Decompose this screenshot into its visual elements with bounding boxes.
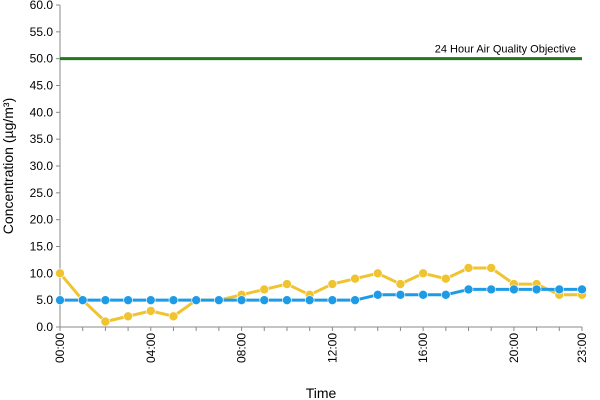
x-tick-label: 20:00 bbox=[507, 333, 521, 363]
series-layer bbox=[55, 263, 587, 327]
data-point bbox=[214, 295, 224, 305]
x-tick-label: 04:00 bbox=[144, 333, 158, 363]
data-point bbox=[236, 295, 247, 305]
data-point bbox=[531, 284, 542, 295]
data-point bbox=[100, 295, 111, 305]
y-axis-ticks: 0.0 5.0 10.0 15.0 20.0 25.0 30.0 35.0 40.0 45.0 50… bbox=[30, 0, 60, 334]
y-tick-label: 30.0 bbox=[30, 159, 54, 173]
y-tick-label: 15.0 bbox=[30, 240, 54, 254]
data-point bbox=[327, 279, 338, 289]
x-tick-label: 12:00 bbox=[325, 333, 339, 363]
data-point bbox=[100, 316, 111, 327]
data-point bbox=[395, 279, 406, 289]
series-2 bbox=[55, 284, 587, 305]
y-tick-label: 40.0 bbox=[30, 105, 54, 119]
x-tick-label: 00:00 bbox=[53, 333, 67, 363]
y-tick-label: 55.0 bbox=[30, 25, 54, 39]
x-tick-label: 16:00 bbox=[416, 333, 430, 363]
y-tick-label: 0.0 bbox=[36, 320, 53, 334]
data-point bbox=[418, 289, 428, 300]
data-point bbox=[463, 284, 474, 295]
data-point bbox=[168, 295, 179, 305]
data-point bbox=[350, 295, 360, 305]
data-point bbox=[554, 284, 565, 295]
data-point bbox=[463, 263, 474, 273]
data-point bbox=[418, 268, 428, 279]
x-tick-label: 23:00 bbox=[575, 333, 589, 363]
x-axis-ticks: 00:00 04:00 08:00 12:00 16:00 20:00 23:00 bbox=[53, 327, 589, 363]
data-point bbox=[55, 268, 65, 279]
data-point bbox=[77, 295, 88, 305]
reference-line-label: 24 Hour Air Quality Objective bbox=[435, 44, 576, 56]
data-point bbox=[282, 279, 292, 289]
data-point bbox=[441, 289, 451, 300]
y-tick-label: 25.0 bbox=[30, 186, 54, 200]
data-point bbox=[441, 273, 451, 284]
data-point bbox=[577, 284, 587, 295]
data-point bbox=[350, 273, 360, 284]
data-point bbox=[191, 295, 201, 305]
data-point bbox=[259, 284, 270, 295]
data-point bbox=[372, 268, 383, 279]
y-tick-label: 45.0 bbox=[30, 79, 54, 93]
series-line bbox=[58, 266, 582, 324]
y-tick-label: 10.0 bbox=[30, 266, 54, 280]
data-point bbox=[327, 295, 338, 305]
data-point bbox=[372, 289, 383, 300]
data-point bbox=[282, 295, 292, 305]
x-axis-title: Time bbox=[306, 385, 337, 400]
data-point bbox=[123, 295, 133, 305]
y-tick-label: 50.0 bbox=[30, 52, 54, 66]
y-tick-label: 60.0 bbox=[30, 0, 54, 12]
data-point bbox=[304, 295, 315, 305]
data-point bbox=[395, 289, 406, 300]
y-tick-label: 20.0 bbox=[30, 213, 54, 227]
data-point bbox=[55, 295, 65, 305]
data-point bbox=[486, 284, 497, 295]
y-axis-title: Concentration (µg/m³) bbox=[0, 98, 16, 234]
data-point bbox=[123, 311, 133, 322]
y-tick-label: 35.0 bbox=[30, 132, 54, 146]
data-point bbox=[145, 306, 156, 316]
series-1 bbox=[55, 263, 587, 327]
x-tick-label: 08:00 bbox=[235, 333, 249, 363]
y-tick-label: 5.0 bbox=[36, 293, 53, 307]
data-point bbox=[145, 295, 156, 305]
data-point bbox=[486, 263, 497, 273]
data-point bbox=[259, 295, 270, 305]
data-point bbox=[509, 284, 519, 295]
data-point bbox=[168, 311, 179, 322]
